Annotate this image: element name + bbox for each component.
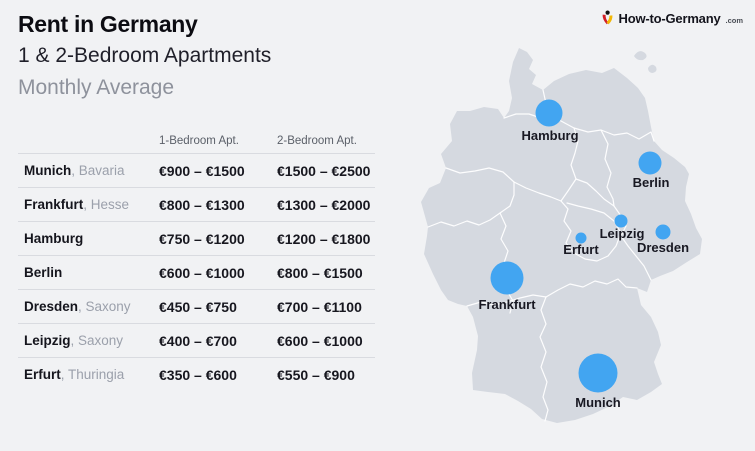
- city-marker-erfurt: Erfurt: [563, 232, 599, 257]
- city-map-label: Hamburg: [521, 128, 578, 143]
- city-name: Erfurt: [24, 367, 61, 382]
- brand-name: How-to-Germany: [618, 10, 721, 26]
- city-bubble: [614, 214, 628, 228]
- one-bed-range: €350 – €600: [159, 366, 237, 383]
- state-border: [547, 111, 655, 142]
- city-marker-munich: Munich: [575, 353, 621, 410]
- state-border: [560, 127, 579, 202]
- two-bed-range: €1300 – €2000: [277, 196, 371, 213]
- city-name: Munich: [24, 163, 72, 178]
- city-marker-dresden: Dresden: [637, 224, 689, 255]
- region-name: , Thuringia: [60, 367, 125, 382]
- brand-person-flag-icon: [600, 10, 615, 26]
- city-map-label: Dresden: [637, 240, 689, 255]
- two-bed-range: €1500 – €2500: [277, 162, 371, 179]
- city-map-label: Erfurt: [563, 242, 599, 257]
- city-marker-leipzig: Leipzig: [600, 214, 645, 241]
- germany-map-container: Hamburg Berlin Leipzig Dresden Erfurt Frankfu…: [415, 40, 755, 446]
- one-bed-range: €400 – €700: [159, 332, 237, 349]
- two-bed-range: €1200 – €1800: [277, 230, 371, 247]
- city-bubble: [578, 353, 618, 393]
- city-map-label: Munich: [575, 395, 621, 410]
- state-border: [600, 129, 615, 207]
- table-header-1bed: 1-Bedroom Apt.: [159, 134, 239, 147]
- city-marker-berlin: Berlin: [633, 151, 670, 190]
- header-block: Rent in Germany 1 & 2-Bedroom Apartments…: [18, 8, 271, 104]
- page-title: Rent in Germany: [18, 11, 198, 37]
- city-name: Dresden: [24, 299, 79, 314]
- region-name: , Saxony: [70, 333, 124, 348]
- germany-outline: [421, 48, 702, 423]
- one-bed-range: €900 – €1500: [159, 162, 245, 179]
- table-row: Dresden, Saxony €450 – €750 €700 – €1100: [18, 289, 375, 323]
- table-header-row: 1-Bedroom Apt. 2-Bedroom Apt.: [18, 128, 375, 153]
- table-row: Leipzig, Saxony €400 – €700 €600 – €1000: [18, 323, 375, 357]
- page-subtitle-secondary: Monthly Average: [18, 76, 175, 99]
- table-row: Hamburg €750 – €1200 €1200 – €1800: [18, 221, 375, 255]
- city-name: Leipzig: [24, 333, 71, 348]
- state-border: [466, 294, 547, 307]
- city-bubble: [655, 224, 671, 240]
- island-shape: [648, 64, 657, 73]
- table-row: Erfurt, Thuringia €350 – €600 €550 – €90…: [18, 357, 375, 391]
- table-row: Frankfurt, Hesse €800 – €1300 €1300 – €2…: [18, 187, 375, 221]
- one-bed-range: €750 – €1200: [159, 230, 245, 247]
- page-subtitle: 1 & 2-Bedroom Apartments: [18, 44, 272, 67]
- state-border: [545, 278, 638, 298]
- city-name: Berlin: [24, 265, 63, 280]
- island-shape: [634, 51, 647, 61]
- city-bubble: [535, 99, 563, 127]
- rent-table: 1-Bedroom Apt. 2-Bedroom Apt. Munich, Ba…: [18, 128, 375, 391]
- table-row: Munich, Bavaria €900 – €1500 €1500 – €25…: [18, 153, 375, 187]
- two-bed-range: €800 – €1500: [277, 264, 363, 281]
- city-map-label: Leipzig: [600, 226, 645, 241]
- city-name: Hamburg: [24, 231, 84, 246]
- state-border: [560, 200, 622, 262]
- city-bubble: [638, 151, 662, 175]
- two-bed-range: €600 – €1000: [277, 332, 363, 349]
- two-bed-range: €700 – €1100: [277, 298, 362, 315]
- one-bed-range: €450 – €750: [159, 298, 237, 315]
- brand-logo: How-to-Germany .com: [600, 10, 743, 26]
- city-map-label: Frankfurt: [478, 297, 536, 312]
- city-map-label: Berlin: [633, 175, 670, 190]
- one-bed-range: €800 – €1300: [159, 196, 245, 213]
- two-bed-range: €550 – €900: [277, 366, 355, 383]
- brand-tld: .com: [725, 15, 743, 25]
- city-marker-hamburg: Hamburg: [521, 99, 579, 143]
- state-border: [539, 296, 549, 422]
- region-name: , Saxony: [78, 299, 131, 314]
- one-bed-range: €600 – €1000: [159, 264, 245, 281]
- state-border: [427, 181, 515, 228]
- table-row: Berlin €600 – €1000 €800 – €1500: [18, 255, 375, 289]
- table-header-2bed: 2-Bedroom Apt.: [277, 134, 357, 147]
- city-name: Frankfurt: [24, 197, 84, 212]
- city-bubble: [575, 232, 587, 244]
- city-marker-frankfurt: Frankfurt: [478, 261, 536, 312]
- region-name: , Bavaria: [71, 163, 125, 178]
- city-bubble: [490, 261, 524, 295]
- region-name: , Hesse: [83, 197, 130, 212]
- state-border: [445, 167, 562, 202]
